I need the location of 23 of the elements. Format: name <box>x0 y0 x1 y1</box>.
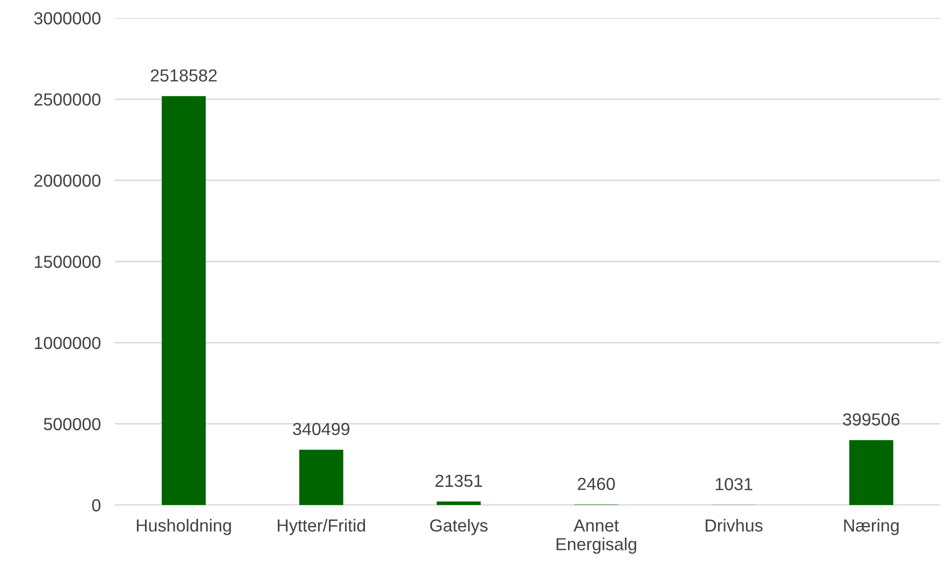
y-tick-label: 1000000 <box>34 336 100 350</box>
data-label: 21351 <box>435 474 482 487</box>
x-tick-label: Gatelys <box>430 518 488 536</box>
data-label: 340499 <box>292 422 350 436</box>
data-label: 1031 <box>716 478 752 490</box>
bar <box>436 502 481 505</box>
y-tick-label: 2000000 <box>34 174 100 187</box>
y-tick-label: 1500000 <box>34 256 100 268</box>
y-tick-label: 0 <box>92 499 100 512</box>
y-tick-label: 3000000 <box>34 12 100 24</box>
bar <box>162 96 206 505</box>
bar <box>849 440 894 505</box>
data-label: 399506 <box>842 413 900 426</box>
x-tick-label: Næring <box>844 518 899 536</box>
x-tick-label: Drivhus <box>706 518 763 532</box>
y-tick-label: 2500000 <box>34 93 100 106</box>
x-tick-label: Hytter/Fritid <box>278 518 365 536</box>
x-tick-label: Annet Energisalg <box>556 520 636 554</box>
data-label: 2518582 <box>150 69 217 82</box>
bar <box>299 450 344 505</box>
y-tick-label: 500000 <box>44 418 100 430</box>
data-label: 2460 <box>578 478 615 490</box>
x-tick-label: Husholdning <box>136 518 231 536</box>
